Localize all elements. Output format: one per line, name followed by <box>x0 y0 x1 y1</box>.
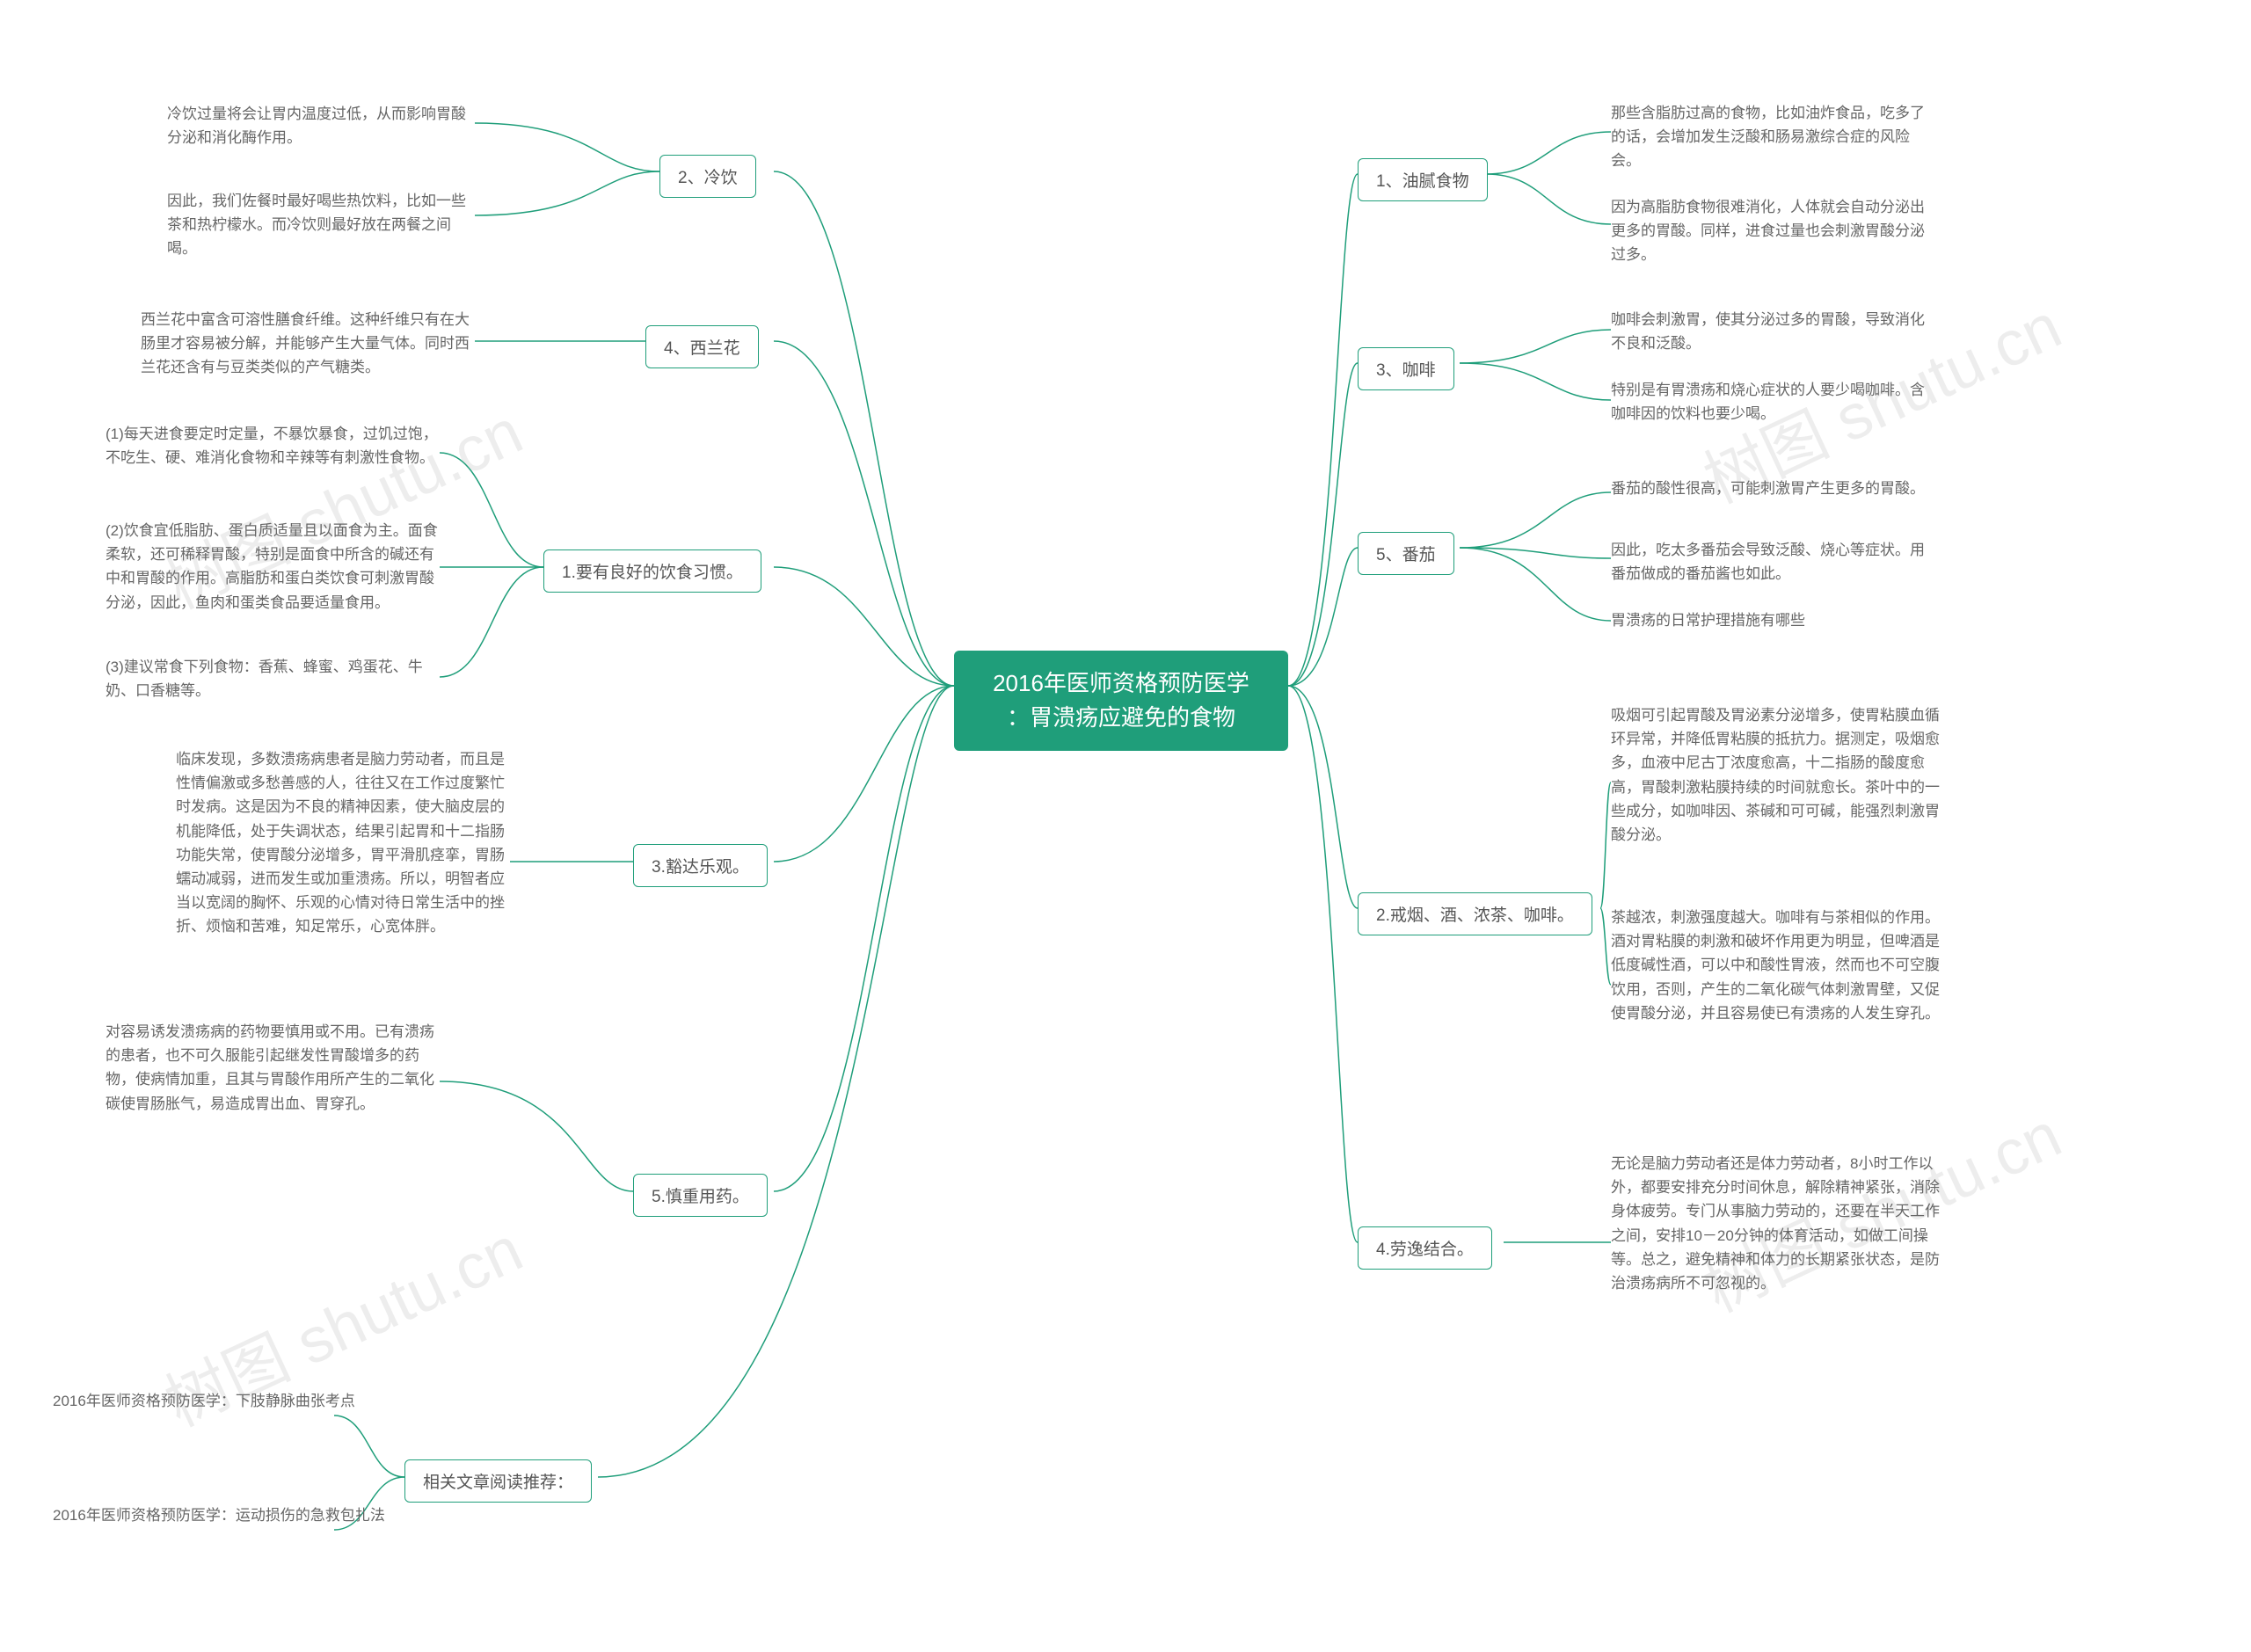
branch-work-rest[interactable]: 4.劳逸结合。 <box>1358 1226 1492 1270</box>
leaf-rest-1: 无论是脑力劳动者还是体力劳动者，8小时工作以外，都要安排充分时间休息，解除精神紧… <box>1611 1152 1945 1295</box>
branch-quit-smoking[interactable]: 2.戒烟、酒、浓茶、咖啡。 <box>1358 892 1592 935</box>
leaf-quit-2: 茶越浓，刺激强度越大。咖啡有与茶相似的作用。酒对胃粘膜的刺激和破坏作用更为明显，… <box>1611 906 1945 1025</box>
branch-tomato[interactable]: 5、番茄 <box>1358 532 1454 575</box>
center-line2: ：胃溃疡应避免的食物 <box>1007 704 1235 731</box>
leaf-tomato-3: 胃溃疡的日常护理措施有哪些 <box>1611 608 1805 632</box>
leaf-related-1: 2016年医师资格预防医学：下肢静脉曲张考点 <box>53 1389 355 1413</box>
branch-related-articles[interactable]: 相关文章阅读推荐： <box>404 1459 592 1503</box>
branch-eating-habits[interactable]: 1.要有良好的饮食习惯。 <box>543 549 761 593</box>
leaf-habit-2: (2)饮食宜低脂肪、蛋白质适量且以面食为主。面食柔软，还可稀释胃酸，特别是面食中… <box>106 519 440 615</box>
leaf-habit-1: (1)每天进食要定时定量，不暴饮暴食，过饥过饱，不吃生、硬、难消化食物和辛辣等有… <box>106 422 440 469</box>
branch-coffee[interactable]: 3、咖啡 <box>1358 347 1454 390</box>
leaf-tomato-2: 因此，吃太多番茄会导致泛酸、烧心等症状。用番茄做成的番茄酱也如此。 <box>1611 538 1936 586</box>
leaf-quit-1: 吸烟可引起胃酸及胃泌素分泌增多，使胃粘膜血循环异常，并降低胃粘膜的抵抗力。据测定… <box>1611 703 1945 847</box>
leaf-related-2: 2016年医师资格预防医学：运动损伤的急救包扎法 <box>53 1503 385 1527</box>
center-topic[interactable]: 2016年医师资格预防医学 ：胃溃疡应避免的食物 <box>954 651 1288 751</box>
leaf-medication-1: 对容易诱发溃疡病的药物要慎用或不用。已有溃疡的患者，也不可久服能引起继发性胃酸增… <box>106 1020 440 1116</box>
leaf-habit-3: (3)建议常食下列食物：香蕉、蜂蜜、鸡蛋花、牛奶、口香糖等。 <box>106 655 440 702</box>
leaf-cold-2: 因此，我们佐餐时最好喝些热饮料，比如一些茶和热柠檬水。而冷饮则最好放在两餐之间喝… <box>167 189 475 261</box>
leaf-cold-1: 冷饮过量将会让胃内温度过低，从而影响胃酸分泌和消化酶作用。 <box>167 102 475 149</box>
center-line1: 2016年医师资格预防医学 <box>993 670 1249 696</box>
branch-cold-drinks[interactable]: 2、冷饮 <box>659 155 756 198</box>
leaf-oily-2: 因为高脂肪食物很难消化，人体就会自动分泌出更多的胃酸。同样，进食过量也会刺激胃酸… <box>1611 195 1936 267</box>
leaf-broccoli-1: 西兰花中富含可溶性膳食纤维。这种纤维只有在大肠里才容易被分解，并能够产生大量气体… <box>141 308 475 380</box>
leaf-coffee-2: 特别是有胃溃疡和烧心症状的人要少喝咖啡。含咖啡因的饮料也要少喝。 <box>1611 378 1936 426</box>
leaf-tomato-1: 番茄的酸性很高，可能刺激胃产生更多的胃酸。 <box>1611 477 1925 500</box>
leaf-oily-1: 那些含脂肪过高的食物，比如油炸食品，吃多了的话，会增加发生泛酸和肠易激综合症的风… <box>1611 101 1936 173</box>
branch-oily-food[interactable]: 1、油腻食物 <box>1358 158 1488 201</box>
leaf-coffee-1: 咖啡会刺激胃，使其分泌过多的胃酸，导致消化不良和泛酸。 <box>1611 308 1936 355</box>
branch-optimism[interactable]: 3.豁达乐观。 <box>633 844 768 887</box>
branch-broccoli[interactable]: 4、西兰花 <box>645 325 759 368</box>
mindmap-canvas: 树图 shutu.cn 树图 shutu.cn 树图 shutu.cn 树图 s… <box>0 0 2251 1652</box>
leaf-optimism-1: 临床发现，多数溃疡病患者是脑力劳动者，而且是性情偏激或多愁善感的人，往往又在工作… <box>176 747 510 939</box>
branch-medication[interactable]: 5.慎重用药。 <box>633 1174 768 1217</box>
